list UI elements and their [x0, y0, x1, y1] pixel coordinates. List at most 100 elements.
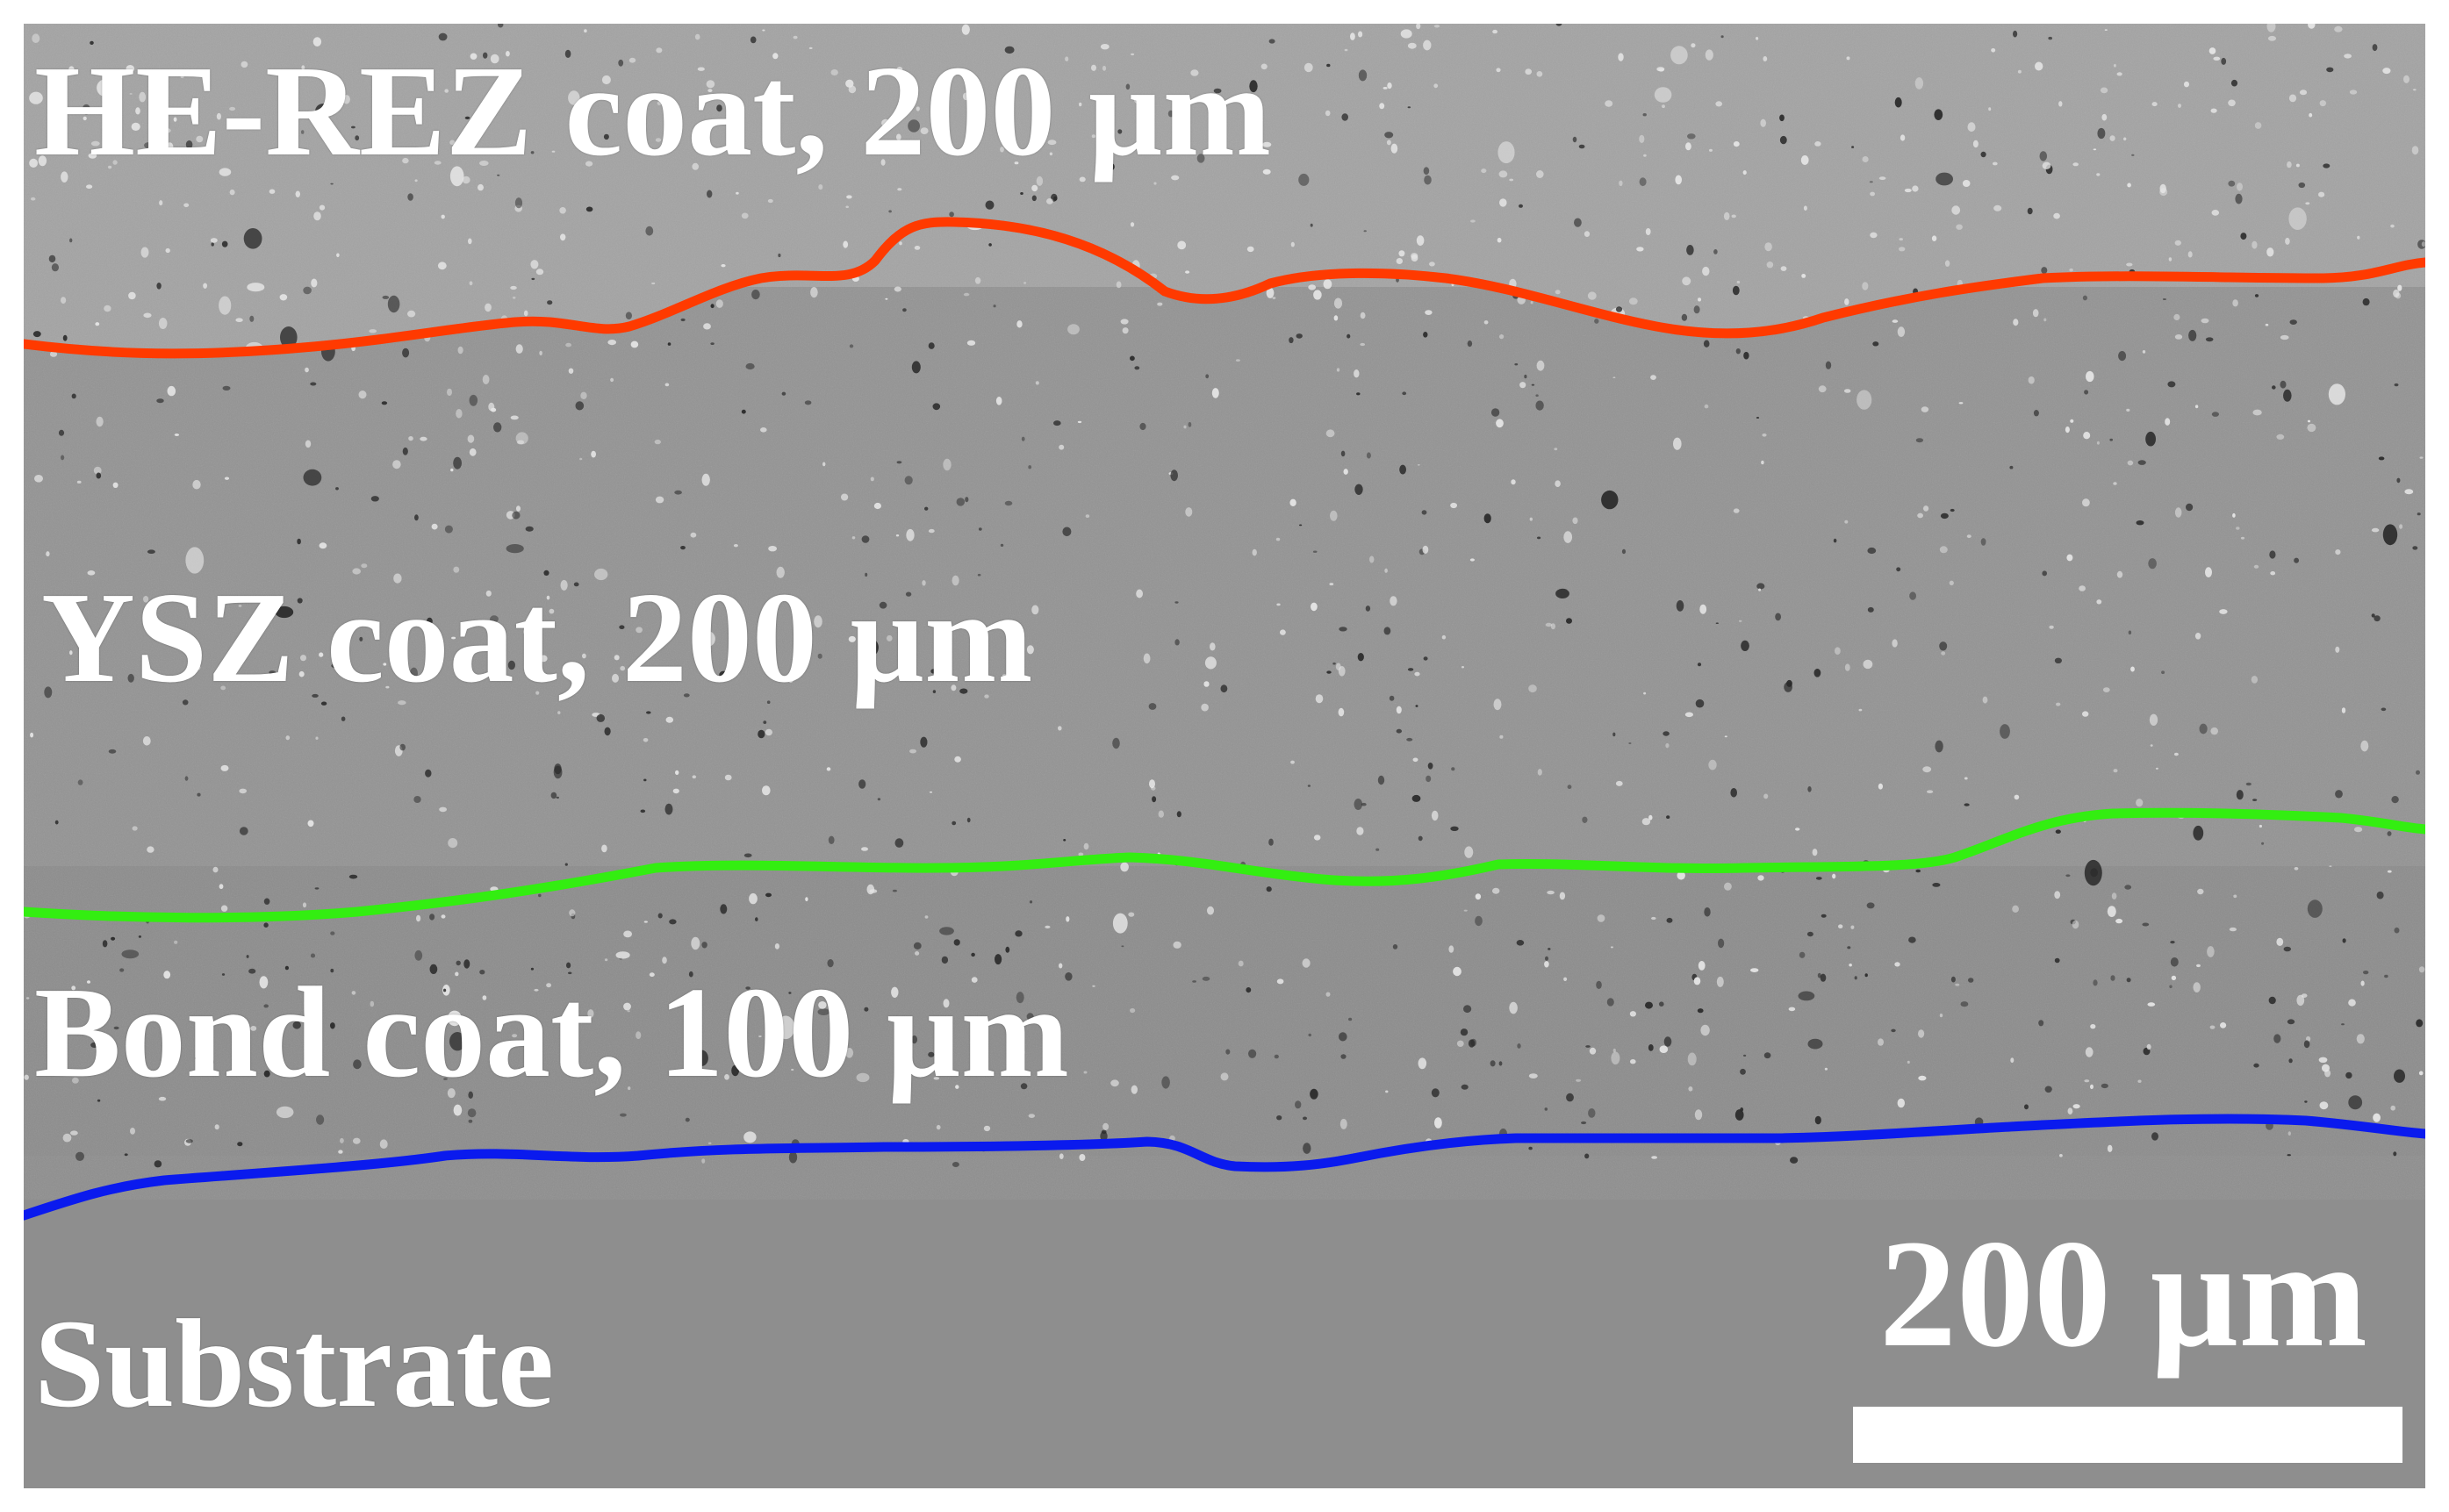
pore-speck	[414, 949, 423, 961]
particle-speck	[1677, 871, 1685, 880]
pore-speck	[1310, 1088, 1318, 1100]
pore-speck	[248, 968, 256, 974]
particle-speck	[614, 655, 620, 661]
particle-speck	[954, 756, 961, 763]
particle-speck	[851, 536, 856, 540]
particle-speck	[112, 482, 118, 488]
pore-speck	[553, 765, 563, 779]
particle-speck	[129, 93, 133, 95]
particle-speck	[805, 897, 808, 902]
particle-speck	[2419, 456, 2424, 459]
particle-speck	[870, 477, 874, 482]
particle-speck	[2194, 405, 2199, 409]
particle-speck	[416, 914, 421, 922]
particle-speck	[1092, 985, 1095, 987]
pore-speck	[620, 1113, 627, 1117]
particle-speck	[191, 663, 201, 671]
particle-speck	[1764, 242, 1772, 252]
pore-speck	[507, 660, 516, 670]
particle-speck	[1262, 168, 1271, 175]
particle-speck	[76, 480, 82, 484]
pore-speck	[1065, 972, 1073, 981]
particle-speck	[2173, 752, 2179, 756]
particle-speck	[749, 892, 758, 905]
pore-speck	[381, 401, 388, 405]
particle-speck	[1157, 302, 1163, 306]
pore-speck	[79, 597, 83, 601]
particle-speck	[1185, 507, 1193, 517]
particle-speck	[1763, 793, 1769, 799]
pore-speck	[1266, 886, 1272, 892]
particle-speck	[736, 191, 739, 195]
pore-speck	[1399, 464, 1406, 475]
pore-speck	[879, 601, 887, 609]
particle-speck	[2084, 1079, 2090, 1083]
particle-speck	[1643, 692, 1647, 695]
particle-speck	[914, 246, 921, 250]
pore-speck	[525, 526, 534, 532]
particle-speck	[38, 155, 47, 167]
particle-speck	[128, 291, 136, 300]
particle-speck	[352, 568, 362, 575]
pore-speck	[1363, 230, 1367, 233]
particle-speck	[1758, 588, 1762, 591]
pore-speck	[2041, 267, 2048, 275]
particle-speck	[1708, 759, 1717, 770]
pore-speck	[330, 968, 334, 973]
pore-speck	[2382, 524, 2398, 546]
particle-speck	[291, 151, 295, 153]
particle-speck	[2155, 767, 2158, 770]
pore-speck	[1730, 788, 1737, 798]
particle-speck	[920, 127, 929, 134]
particle-speck	[1276, 603, 1281, 606]
pore-speck	[716, 104, 722, 112]
particle-speck	[437, 262, 447, 270]
pore-speck	[1516, 940, 1525, 946]
particle-speck	[2115, 918, 2123, 924]
particle-speck	[287, 122, 295, 132]
pore-speck	[1734, 1109, 1744, 1121]
pore-speck	[197, 792, 201, 797]
pore-speck	[1815, 877, 1822, 880]
pore-speck	[2039, 151, 2048, 161]
pore-speck	[1418, 835, 1423, 842]
pore-speck	[138, 935, 141, 938]
particle-speck	[1014, 161, 1019, 165]
pore-speck	[1519, 204, 1523, 208]
particle-speck	[1059, 444, 1065, 450]
pore-speck	[1020, 192, 1023, 195]
particle-speck	[841, 493, 849, 501]
particle-speck	[1417, 464, 1420, 466]
pore-speck	[284, 965, 289, 971]
pore-speck	[1161, 1076, 1170, 1089]
pore-speck	[1341, 113, 1348, 121]
particle-speck	[2159, 188, 2168, 197]
particle-speck	[2288, 94, 2297, 103]
pore-speck	[1174, 601, 1179, 604]
particle-speck	[2136, 799, 2144, 807]
particle-speck	[1422, 545, 1429, 555]
particle-speck	[370, 1000, 375, 1007]
particle-speck	[2205, 567, 2212, 577]
particle-speck	[1171, 175, 1180, 181]
particle-speck	[1207, 906, 1214, 915]
particle-speck	[848, 635, 856, 642]
particle-speck	[2285, 237, 2290, 245]
pore-speck	[1703, 340, 1710, 348]
pore-speck	[1940, 512, 1949, 520]
particle-speck	[1158, 810, 1165, 818]
pore-speck	[402, 348, 410, 358]
pore-speck	[531, 277, 535, 281]
particle-speck	[1493, 699, 1502, 711]
pore-speck	[1872, 341, 1879, 347]
pore-speck	[1606, 998, 1614, 1007]
pore-speck	[619, 625, 625, 629]
particle-speck	[623, 930, 632, 938]
particle-speck	[1203, 681, 1210, 687]
particle-speck	[1386, 140, 1391, 146]
particle-speck	[706, 80, 715, 89]
particle-speck	[31, 197, 36, 201]
pore-speck	[1790, 1157, 1799, 1164]
particle-speck	[142, 736, 151, 746]
particle-speck	[1862, 282, 1869, 290]
